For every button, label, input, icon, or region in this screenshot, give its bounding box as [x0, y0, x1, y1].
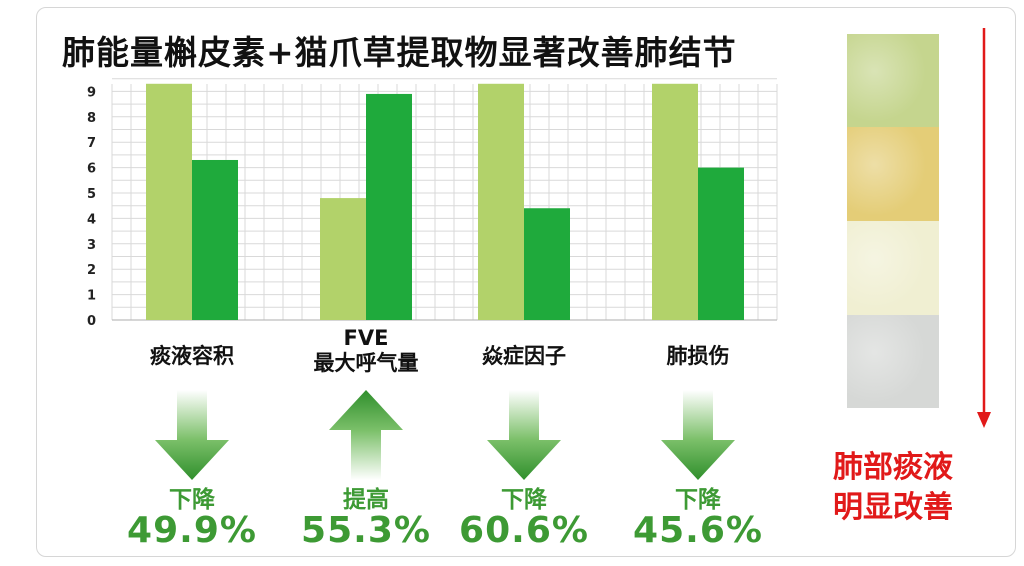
change-word: 下降: [501, 487, 547, 513]
bar-series1-cat4: [652, 83, 698, 320]
bar-series2-cat4: [698, 167, 744, 320]
change-percent: 55.3%: [301, 510, 431, 551]
y-axis-ticks: 0 1 2 3 4 5 6 7 8 9: [87, 85, 96, 329]
down-arrow-icon: [155, 390, 229, 480]
bar-series1-cat2: [320, 198, 366, 320]
category-label: 肺损伤: [666, 344, 730, 368]
down-arrow-icon: [661, 390, 735, 480]
up-arrow-icon: [329, 390, 403, 480]
sample-swatch: [847, 127, 939, 221]
sample-swatch: [847, 221, 939, 315]
bar-series2-cat3: [524, 208, 570, 320]
y-tick-label: 9: [87, 85, 96, 100]
change-word: 下降: [169, 487, 215, 513]
sample-swatch: [847, 315, 939, 408]
side-caption-line: 明显改善: [833, 490, 953, 525]
bar-series1-cat3: [478, 83, 524, 320]
y-tick-label: 3: [87, 238, 96, 253]
page-title: 肺能量槲皮素+猫爪草提取物显著改善肺结节: [62, 33, 737, 72]
y-tick-label: 5: [87, 187, 96, 202]
bar-chart: 0 1 2 3 4 5 6 7 8 9: [87, 78, 778, 329]
change-percent: 49.9%: [127, 510, 257, 551]
y-tick-label: 6: [87, 162, 96, 177]
bar-series2-cat2: [366, 93, 412, 320]
red-down-arrow-icon: [977, 28, 991, 428]
y-tick-label: 4: [87, 212, 96, 227]
bar-series2-cat1: [192, 159, 238, 320]
side-caption-line: 肺部痰液: [833, 450, 953, 485]
category-label: 痰液容积: [150, 344, 234, 368]
change-word: 提高: [343, 487, 389, 513]
chart-bars: [146, 83, 744, 320]
y-tick-label: 8: [87, 111, 96, 126]
change-percent: 60.6%: [459, 510, 589, 551]
down-arrow-icon: [487, 390, 561, 480]
category-label: FVE 最大呼气量: [313, 326, 419, 375]
y-tick-label: 2: [87, 263, 96, 278]
change-percent: 45.6%: [633, 510, 763, 551]
bar-series1-cat1: [146, 83, 192, 320]
y-tick-label: 7: [87, 136, 96, 151]
y-tick-label: 1: [87, 289, 96, 304]
sample-swatch: [847, 34, 939, 127]
change-word: 下降: [675, 487, 721, 513]
y-tick-label: 0: [87, 314, 96, 329]
category-label: 焱症因子: [482, 344, 566, 368]
